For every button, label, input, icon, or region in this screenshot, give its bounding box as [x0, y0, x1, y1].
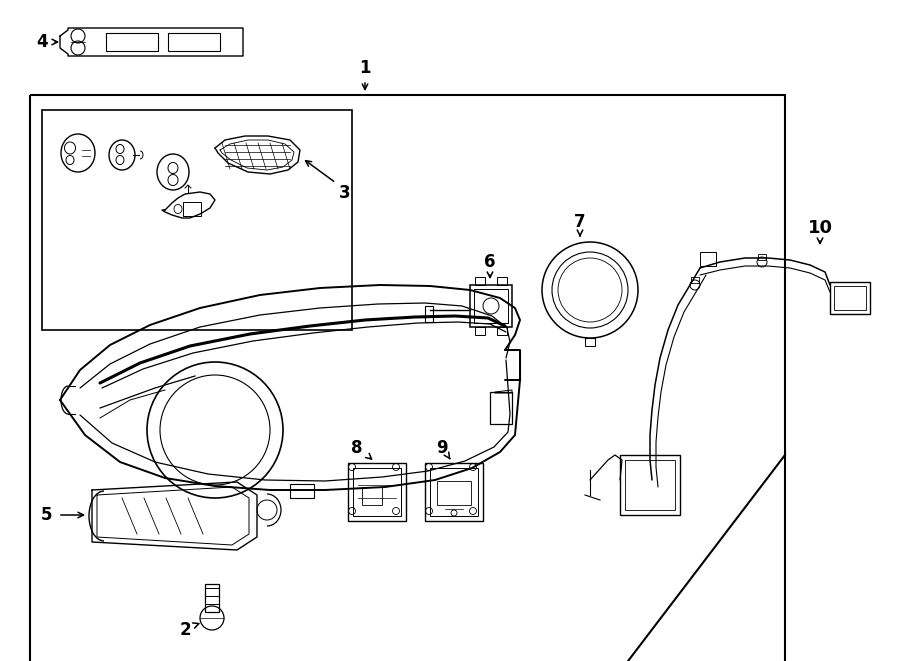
- Bar: [475, 277, 485, 285]
- Text: 3: 3: [339, 184, 351, 202]
- Bar: [106, 33, 158, 51]
- Bar: [348, 463, 406, 521]
- Text: 8: 8: [351, 439, 363, 457]
- Bar: [470, 285, 512, 327]
- Text: 5: 5: [41, 506, 53, 524]
- Bar: [430, 468, 478, 516]
- Text: 2: 2: [179, 621, 191, 639]
- Bar: [425, 306, 433, 322]
- Text: 6: 6: [484, 253, 496, 271]
- Bar: [585, 338, 595, 346]
- Bar: [834, 286, 866, 310]
- Bar: [42, 110, 352, 330]
- Bar: [168, 33, 220, 51]
- Bar: [353, 468, 401, 516]
- Text: 1: 1: [359, 59, 371, 77]
- Bar: [425, 463, 483, 521]
- Bar: [691, 277, 699, 283]
- Bar: [437, 481, 471, 505]
- Bar: [497, 277, 507, 285]
- Text: 7: 7: [574, 213, 586, 231]
- Bar: [497, 327, 507, 335]
- Bar: [362, 487, 382, 505]
- Text: 9: 9: [436, 439, 448, 457]
- Bar: [625, 460, 675, 510]
- Bar: [758, 254, 766, 260]
- Bar: [475, 327, 485, 335]
- Bar: [205, 584, 219, 612]
- Text: 10: 10: [807, 219, 833, 237]
- Bar: [183, 202, 201, 216]
- Bar: [30, 95, 785, 661]
- Bar: [700, 252, 716, 266]
- Bar: [830, 282, 870, 314]
- Bar: [490, 392, 512, 424]
- Text: 4: 4: [36, 33, 48, 51]
- Bar: [290, 484, 314, 498]
- Bar: [474, 289, 508, 323]
- Bar: [620, 455, 680, 515]
